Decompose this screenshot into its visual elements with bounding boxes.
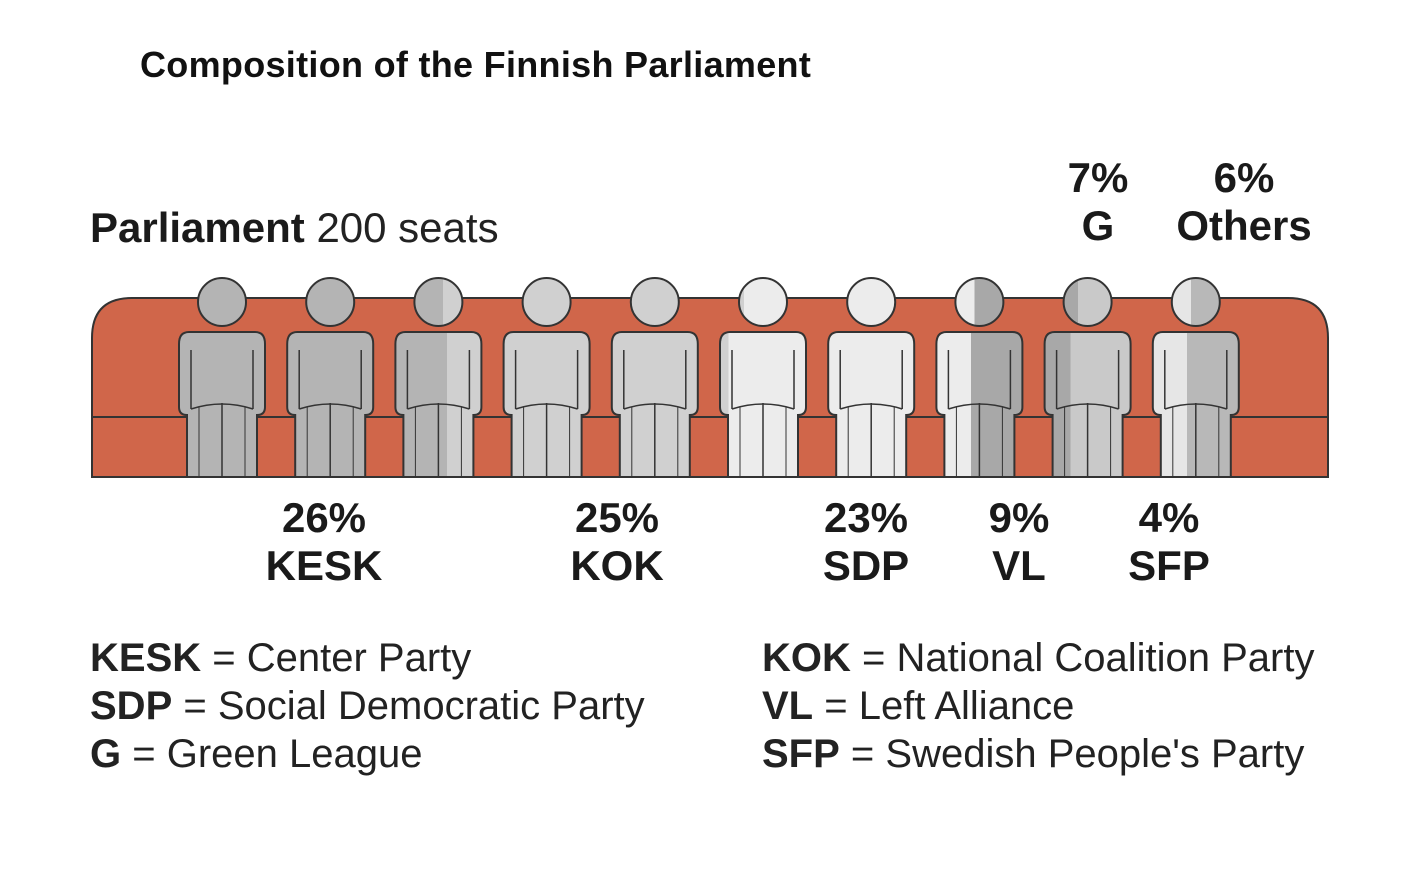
- label-kesk-abbr: KESK: [265, 542, 383, 589]
- legend-item-kok: KOK = National Coalition Party: [762, 634, 1314, 682]
- legend-right: KOK = National Coalition Party VL = Left…: [762, 634, 1314, 778]
- label-g-percent: 7%: [1067, 154, 1129, 201]
- seat-figure-head: [738, 277, 788, 327]
- label-sdp-abbr: SDP: [822, 542, 910, 589]
- legend-text: = Social Democratic Party: [183, 684, 645, 728]
- label-g: 7% G: [1008, 154, 1188, 250]
- legend-left: KESK = Center Party SDP = Social Democra…: [90, 634, 645, 778]
- legend-item-sdp: SDP = Social Democratic Party: [90, 682, 645, 730]
- seat-figure-head: [197, 277, 247, 327]
- legend-text: = Swedish People's Party: [850, 732, 1305, 776]
- seat-figure-head: [1170, 277, 1221, 327]
- seat-figure-head: [629, 277, 680, 327]
- legend-item-kesk: KESK = Center Party: [90, 634, 645, 682]
- label-vl-abbr: VL: [992, 542, 1046, 589]
- label-g-abbr: G: [1081, 202, 1115, 249]
- seat-figure-head: [413, 277, 464, 327]
- label-others-abbr: Others: [1176, 202, 1312, 249]
- legend-abbr: G: [90, 732, 122, 776]
- legend-text: = Left Alliance: [824, 684, 1075, 728]
- label-sfp: 4% SFP: [1079, 494, 1259, 590]
- legend-abbr: VL: [762, 684, 814, 728]
- label-kok: 25% KOK: [527, 494, 707, 590]
- label-others: 6% Others: [1154, 154, 1334, 250]
- seat-figure-head: [954, 277, 1005, 327]
- label-others-percent: 6%: [1213, 154, 1275, 201]
- legend-abbr: KOK: [762, 636, 851, 680]
- legend-item-sfp: SFP = Swedish People's Party: [762, 730, 1314, 778]
- legend-abbr: SFP: [762, 732, 840, 776]
- legend-abbr: KESK: [90, 636, 202, 680]
- label-vl: 9% VL: [929, 494, 1109, 590]
- label-sfp-percent: 4%: [1138, 494, 1200, 541]
- couch-body: [91, 297, 1329, 478]
- seat-figure-head: [1062, 277, 1113, 327]
- subtitle-seats: 200 seats: [316, 204, 499, 251]
- chart-subtitle: Parliament 200 seats: [90, 204, 499, 252]
- label-kok-abbr: KOK: [570, 542, 664, 589]
- legend-text: = Center Party: [212, 636, 472, 680]
- label-sfp-abbr: SFP: [1128, 542, 1210, 589]
- chart-title: Composition of the Finnish Parliament: [140, 44, 812, 85]
- label-kok-percent: 25%: [574, 494, 660, 541]
- legend-text: = National Coalition Party: [862, 636, 1315, 680]
- label-kesk-percent: 26%: [281, 494, 367, 541]
- seat-figure-head: [305, 277, 356, 327]
- label-sdp-percent: 23%: [823, 494, 909, 541]
- legend-item-vl: VL = Left Alliance: [762, 682, 1314, 730]
- legend-item-g: G = Green League: [90, 730, 645, 778]
- seat-figure-head: [521, 277, 572, 327]
- legend-abbr: SDP: [90, 684, 173, 728]
- subtitle-bold: Parliament: [90, 204, 305, 251]
- seat-figure-head: [846, 277, 897, 327]
- legend-text: = Green League: [132, 732, 423, 776]
- label-kesk: 26% KESK: [234, 494, 414, 590]
- label-sdp: 23% SDP: [776, 494, 956, 590]
- label-vl-percent: 9%: [988, 494, 1050, 541]
